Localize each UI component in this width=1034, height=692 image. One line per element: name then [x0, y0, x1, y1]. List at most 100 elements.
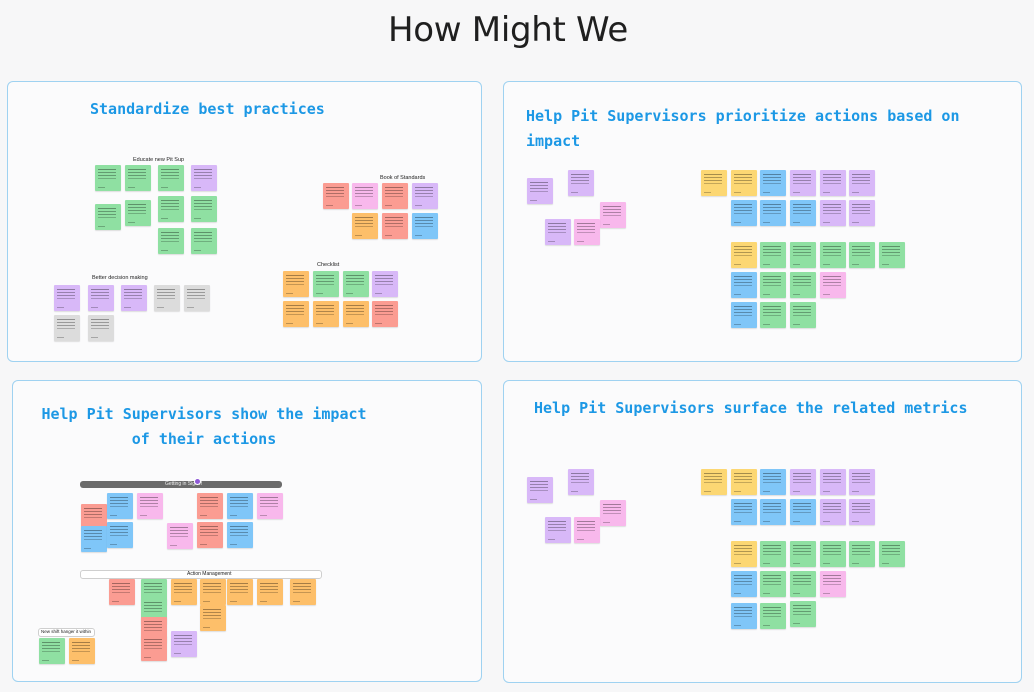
sticky-note[interactable] — [731, 541, 757, 567]
sticky-note[interactable] — [412, 213, 438, 239]
sticky-note[interactable] — [790, 571, 816, 597]
sticky-note[interactable] — [412, 183, 438, 209]
sticky-note[interactable] — [849, 242, 875, 268]
sticky-note[interactable] — [568, 469, 594, 495]
sticky-note[interactable] — [790, 541, 816, 567]
sticky-note[interactable] — [343, 301, 369, 327]
sticky-note[interactable] — [731, 571, 757, 597]
sticky-note[interactable] — [790, 242, 816, 268]
sticky-note[interactable] — [760, 469, 786, 495]
sticky-note[interactable] — [820, 272, 846, 298]
sticky-note[interactable] — [283, 271, 309, 297]
sticky-note[interactable] — [820, 170, 846, 196]
sticky-note[interactable] — [107, 522, 133, 548]
sticky-note[interactable] — [701, 469, 727, 495]
sticky-note[interactable] — [731, 200, 757, 226]
sticky-note[interactable] — [137, 493, 163, 519]
sticky-note[interactable] — [69, 638, 95, 664]
sticky-note[interactable] — [731, 603, 757, 629]
sticky-note[interactable] — [527, 477, 553, 503]
sticky-note[interactable] — [171, 631, 197, 657]
sticky-note[interactable] — [760, 272, 786, 298]
board-standardize-best-practices[interactable]: Standardize best practices Educate new P… — [7, 81, 482, 362]
sticky-note[interactable] — [372, 301, 398, 327]
sticky-note[interactable] — [820, 499, 846, 525]
sticky-note[interactable] — [382, 183, 408, 209]
sticky-note[interactable] — [760, 200, 786, 226]
sticky-note[interactable] — [760, 170, 786, 196]
sticky-note[interactable] — [760, 571, 786, 597]
sticky-note[interactable] — [125, 165, 151, 191]
sticky-note[interactable] — [849, 499, 875, 525]
sticky-note[interactable] — [191, 196, 217, 222]
sticky-note[interactable] — [849, 200, 875, 226]
sticky-note[interactable] — [88, 285, 114, 311]
sticky-note[interactable] — [731, 170, 757, 196]
sticky-note[interactable] — [600, 202, 626, 228]
sticky-note[interactable] — [158, 165, 184, 191]
sticky-note[interactable] — [879, 541, 905, 567]
sticky-note[interactable] — [731, 272, 757, 298]
sticky-note[interactable] — [154, 285, 180, 311]
sticky-note[interactable] — [197, 493, 223, 519]
sticky-note[interactable] — [849, 541, 875, 567]
sticky-note[interactable] — [88, 315, 114, 341]
sticky-note[interactable] — [790, 601, 816, 627]
sticky-note[interactable] — [54, 285, 80, 311]
sticky-note[interactable] — [81, 504, 107, 530]
board-surface-metrics[interactable]: Help Pit Supervisors surface the related… — [503, 380, 1022, 683]
sticky-note[interactable] — [820, 469, 846, 495]
sticky-note[interactable] — [790, 469, 816, 495]
sticky-note[interactable] — [820, 571, 846, 597]
sticky-note[interactable] — [731, 499, 757, 525]
sticky-note[interactable] — [731, 242, 757, 268]
sticky-note[interactable] — [760, 499, 786, 525]
sticky-note[interactable] — [790, 499, 816, 525]
sticky-note[interactable] — [200, 605, 226, 631]
board-show-impact[interactable]: Help Pit Supervisors show the impact of … — [12, 380, 482, 682]
sticky-note[interactable] — [313, 271, 339, 297]
sticky-note[interactable] — [121, 285, 147, 311]
sticky-note[interactable] — [257, 579, 283, 605]
sticky-note[interactable] — [227, 579, 253, 605]
sticky-note[interactable] — [290, 579, 316, 605]
sticky-note[interactable] — [790, 170, 816, 196]
sticky-note[interactable] — [39, 638, 65, 664]
board-prioritize-actions[interactable]: Help Pit Supervisors prioritize actions … — [503, 81, 1022, 362]
sticky-note[interactable] — [545, 517, 571, 543]
sticky-note[interactable] — [820, 200, 846, 226]
sticky-note[interactable] — [600, 500, 626, 526]
sticky-note[interactable] — [54, 315, 80, 341]
sticky-note[interactable] — [760, 603, 786, 629]
sticky-note[interactable] — [849, 469, 875, 495]
sticky-note[interactable] — [167, 523, 193, 549]
sticky-note[interactable] — [545, 219, 571, 245]
sticky-note[interactable] — [109, 579, 135, 605]
sticky-note[interactable] — [820, 242, 846, 268]
sticky-note[interactable] — [227, 522, 253, 548]
sticky-note[interactable] — [191, 228, 217, 254]
sticky-note[interactable] — [200, 579, 226, 605]
sticky-note[interactable] — [760, 242, 786, 268]
sticky-note[interactable] — [372, 271, 398, 297]
sticky-note[interactable] — [352, 183, 378, 209]
sticky-note[interactable] — [527, 178, 553, 204]
sticky-note[interactable] — [107, 493, 133, 519]
sticky-note[interactable] — [343, 271, 369, 297]
sticky-note[interactable] — [790, 302, 816, 328]
sticky-note[interactable] — [257, 493, 283, 519]
sticky-note[interactable] — [879, 242, 905, 268]
sticky-note[interactable] — [197, 522, 223, 548]
sticky-note[interactable] — [184, 285, 210, 311]
sticky-note[interactable] — [81, 526, 107, 552]
sticky-note[interactable] — [820, 541, 846, 567]
sticky-note[interactable] — [574, 517, 600, 543]
sticky-note[interactable] — [95, 165, 121, 191]
sticky-note[interactable] — [731, 302, 757, 328]
sticky-note[interactable] — [790, 200, 816, 226]
sticky-note[interactable] — [568, 170, 594, 196]
sticky-note[interactable] — [141, 635, 167, 661]
sticky-note[interactable] — [171, 579, 197, 605]
sticky-note[interactable] — [283, 301, 309, 327]
sticky-note[interactable] — [227, 493, 253, 519]
